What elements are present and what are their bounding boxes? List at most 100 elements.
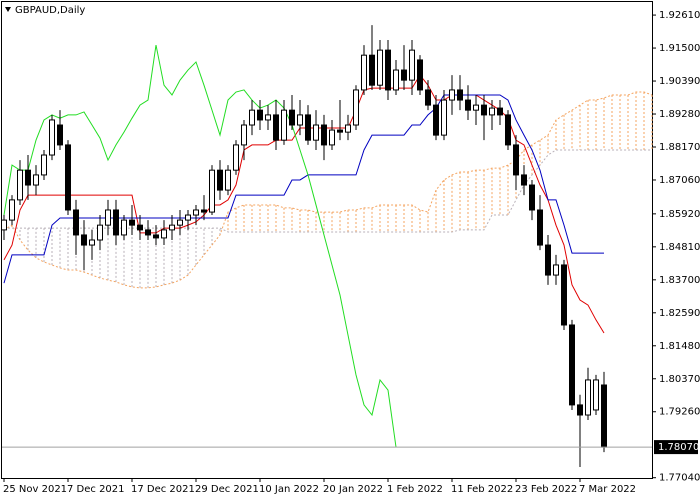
candle-body: [193, 209, 199, 216]
candle-body: [377, 49, 383, 86]
candle-body: [177, 219, 183, 226]
candle-body: [273, 114, 279, 141]
candle-body: [521, 174, 527, 186]
candle-body: [385, 49, 391, 91]
candle-body: [329, 129, 335, 146]
y-tick-label: 1.81480: [659, 341, 700, 352]
indicator-line: [3, 94, 604, 284]
candle-body: [361, 54, 367, 91]
candle-body: [321, 124, 327, 146]
y-tick-label: 1.82590: [659, 308, 700, 319]
candle-body: [265, 114, 271, 121]
candle-body: [585, 379, 591, 416]
candle-body: [425, 89, 431, 106]
candle-body: [201, 209, 207, 213]
candle-body: [49, 119, 55, 156]
y-tick-label: 1.89280: [659, 109, 700, 120]
candle-body: [577, 404, 583, 416]
candle-body: [281, 109, 287, 141]
y-tick-label: 1.80370: [659, 374, 700, 385]
candle-body: [473, 104, 479, 111]
candle-body: [345, 124, 351, 133]
candle-body: [465, 99, 471, 111]
candle-body: [369, 54, 375, 86]
x-tick-label: 1 Feb 2022: [387, 484, 443, 495]
candle-body: [601, 384, 607, 448]
y-tick-label: 1.79260: [659, 407, 700, 418]
y-tick-label: 1.87060: [659, 175, 700, 186]
y-tick-label: 1.85920: [659, 209, 700, 220]
candle-body: [409, 49, 415, 81]
x-tick-label: 10 Jan 2022: [259, 484, 319, 495]
candle-body: [121, 219, 127, 236]
candle-body: [481, 104, 487, 116]
last-price-box: [654, 440, 698, 455]
candle-body: [337, 129, 343, 133]
candle-body: [353, 89, 359, 126]
candle-body: [433, 104, 439, 136]
candle-body: [1, 219, 7, 231]
candle-body: [569, 324, 575, 406]
candle-body: [489, 107, 495, 116]
candle-body: [81, 234, 87, 246]
candle-body: [225, 169, 231, 191]
candle-body: [537, 209, 543, 246]
y-tick-label: 1.88170: [659, 142, 700, 153]
candle-body: [457, 89, 463, 101]
candle-body: [153, 234, 159, 239]
x-tick-label: 29 Dec 2021: [195, 484, 259, 495]
x-tick-label: 20 Jan 2022: [323, 484, 383, 495]
candle-body: [169, 224, 175, 231]
plot-frame: [1, 1, 653, 479]
candle-body: [217, 169, 223, 191]
candle-body: [65, 144, 71, 211]
y-tick-label: 1.83700: [659, 275, 700, 286]
candle-body: [417, 59, 423, 91]
candle-body: [57, 124, 63, 146]
candle-body: [89, 239, 95, 246]
x-tick-label: 25 Nov 2021: [3, 484, 67, 495]
candle-body: [257, 109, 263, 121]
y-tick-label: 1.84810: [659, 242, 700, 253]
y-tick-label: 1.90390: [659, 76, 700, 87]
candle-body: [233, 144, 239, 171]
candle-body: [145, 229, 151, 236]
y-tick-label: 1.92610: [659, 10, 700, 21]
x-tick-label: 11 Feb 2022: [451, 484, 513, 495]
candle-body: [561, 264, 567, 326]
candle-body: [105, 209, 111, 226]
candle-body: [161, 229, 167, 239]
candle-body: [593, 379, 599, 411]
chart-title: GBPAUD,Daily: [15, 5, 85, 16]
candle-body: [513, 144, 519, 176]
candle-body: [305, 114, 311, 141]
candle-body: [529, 184, 535, 211]
candle-body: [41, 154, 47, 176]
candle-body: [241, 124, 247, 146]
candle-body: [393, 69, 399, 91]
candle-body: [113, 209, 119, 236]
candle-body: [17, 169, 23, 201]
candle-body: [185, 214, 191, 221]
candle-body: [505, 114, 511, 146]
candle-body: [33, 174, 39, 186]
candle-body: [401, 69, 407, 81]
candle-body: [129, 219, 135, 226]
candle-body: [137, 224, 143, 231]
candle-body: [25, 169, 31, 186]
candle-body: [73, 209, 79, 236]
menu-triangle: [5, 7, 11, 12]
candle-body: [313, 124, 319, 141]
candle-body: [297, 114, 303, 126]
x-tick-label: 17 Dec 2021: [131, 484, 195, 495]
y-tick-label: 1.77040: [659, 473, 700, 484]
span-b-line: [4, 149, 652, 233]
x-tick-label: 23 Feb 2022: [515, 484, 577, 495]
x-tick-label: 7 Dec 2021: [67, 484, 125, 495]
x-tick-label: 7 Mar 2022: [579, 484, 636, 495]
candle-body: [497, 107, 503, 116]
candle-body: [289, 109, 295, 126]
candle-body: [449, 89, 455, 101]
indicator-line: [3, 44, 397, 448]
candle-body: [209, 169, 215, 213]
